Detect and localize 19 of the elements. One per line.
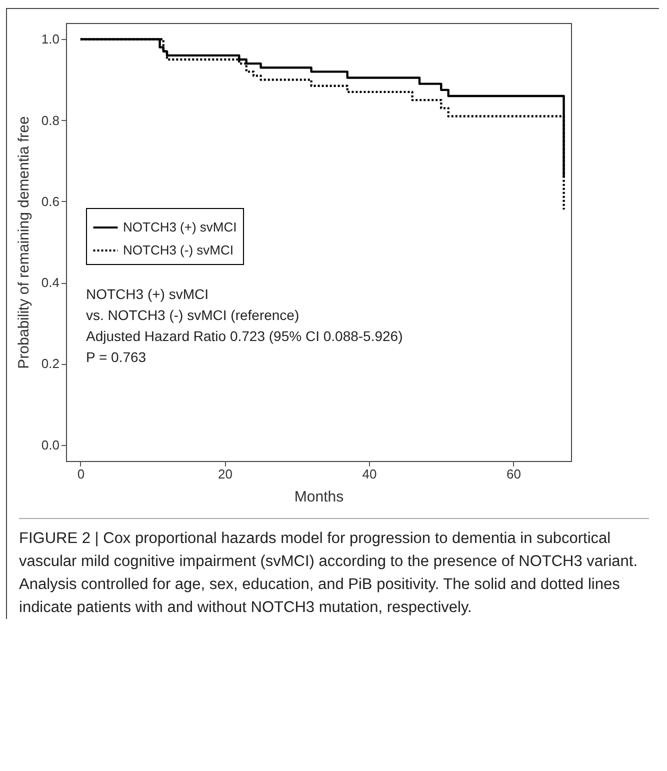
legend-label: NOTCH3 (-) svMCI <box>123 242 234 258</box>
y-tick-label: 0.6 <box>41 194 60 209</box>
annotation: P = 0.763 <box>86 349 146 365</box>
legend-label: NOTCH3 (+) svMCI <box>123 220 237 234</box>
y-tick-label: 1.0 <box>41 32 60 47</box>
y-axis-title: Probability of remaining dementia free <box>15 116 32 369</box>
x-tick-label: 0 <box>77 466 85 482</box>
y-tick-label: 0.0 <box>41 437 60 452</box>
y-tick-label: 0.8 <box>41 112 60 128</box>
y-tick-label: 0.4 <box>41 275 60 290</box>
x-axis-title: Months <box>294 488 344 506</box>
y-tick-label: 0.2 <box>41 356 60 372</box>
annotation: Adjusted Hazard Ratio 0.723 (95% CI 0.088-5.926) <box>86 328 403 344</box>
x-tick-label: 60 <box>506 466 522 482</box>
x-tick-label: 20 <box>218 466 232 482</box>
caption: FIGURE 2 | Cox proportional hazards model for progression to dementia in subcortical vascular mild cognitive impairment (svMCI) according to the presence of NOTCH3 variant. Analysis controlled for age, sex, education, and PiB positivity. The solid and dotted lines indicate patients with and without NOTCH3 mutation, respectively. <box>19 518 649 619</box>
annotation: vs. NOTCH3 (-) svMCI (reference) <box>86 307 300 323</box>
annotation: NOTCH3 (+) svMCI <box>86 286 208 302</box>
x-tick-label: 40 <box>362 466 377 482</box>
